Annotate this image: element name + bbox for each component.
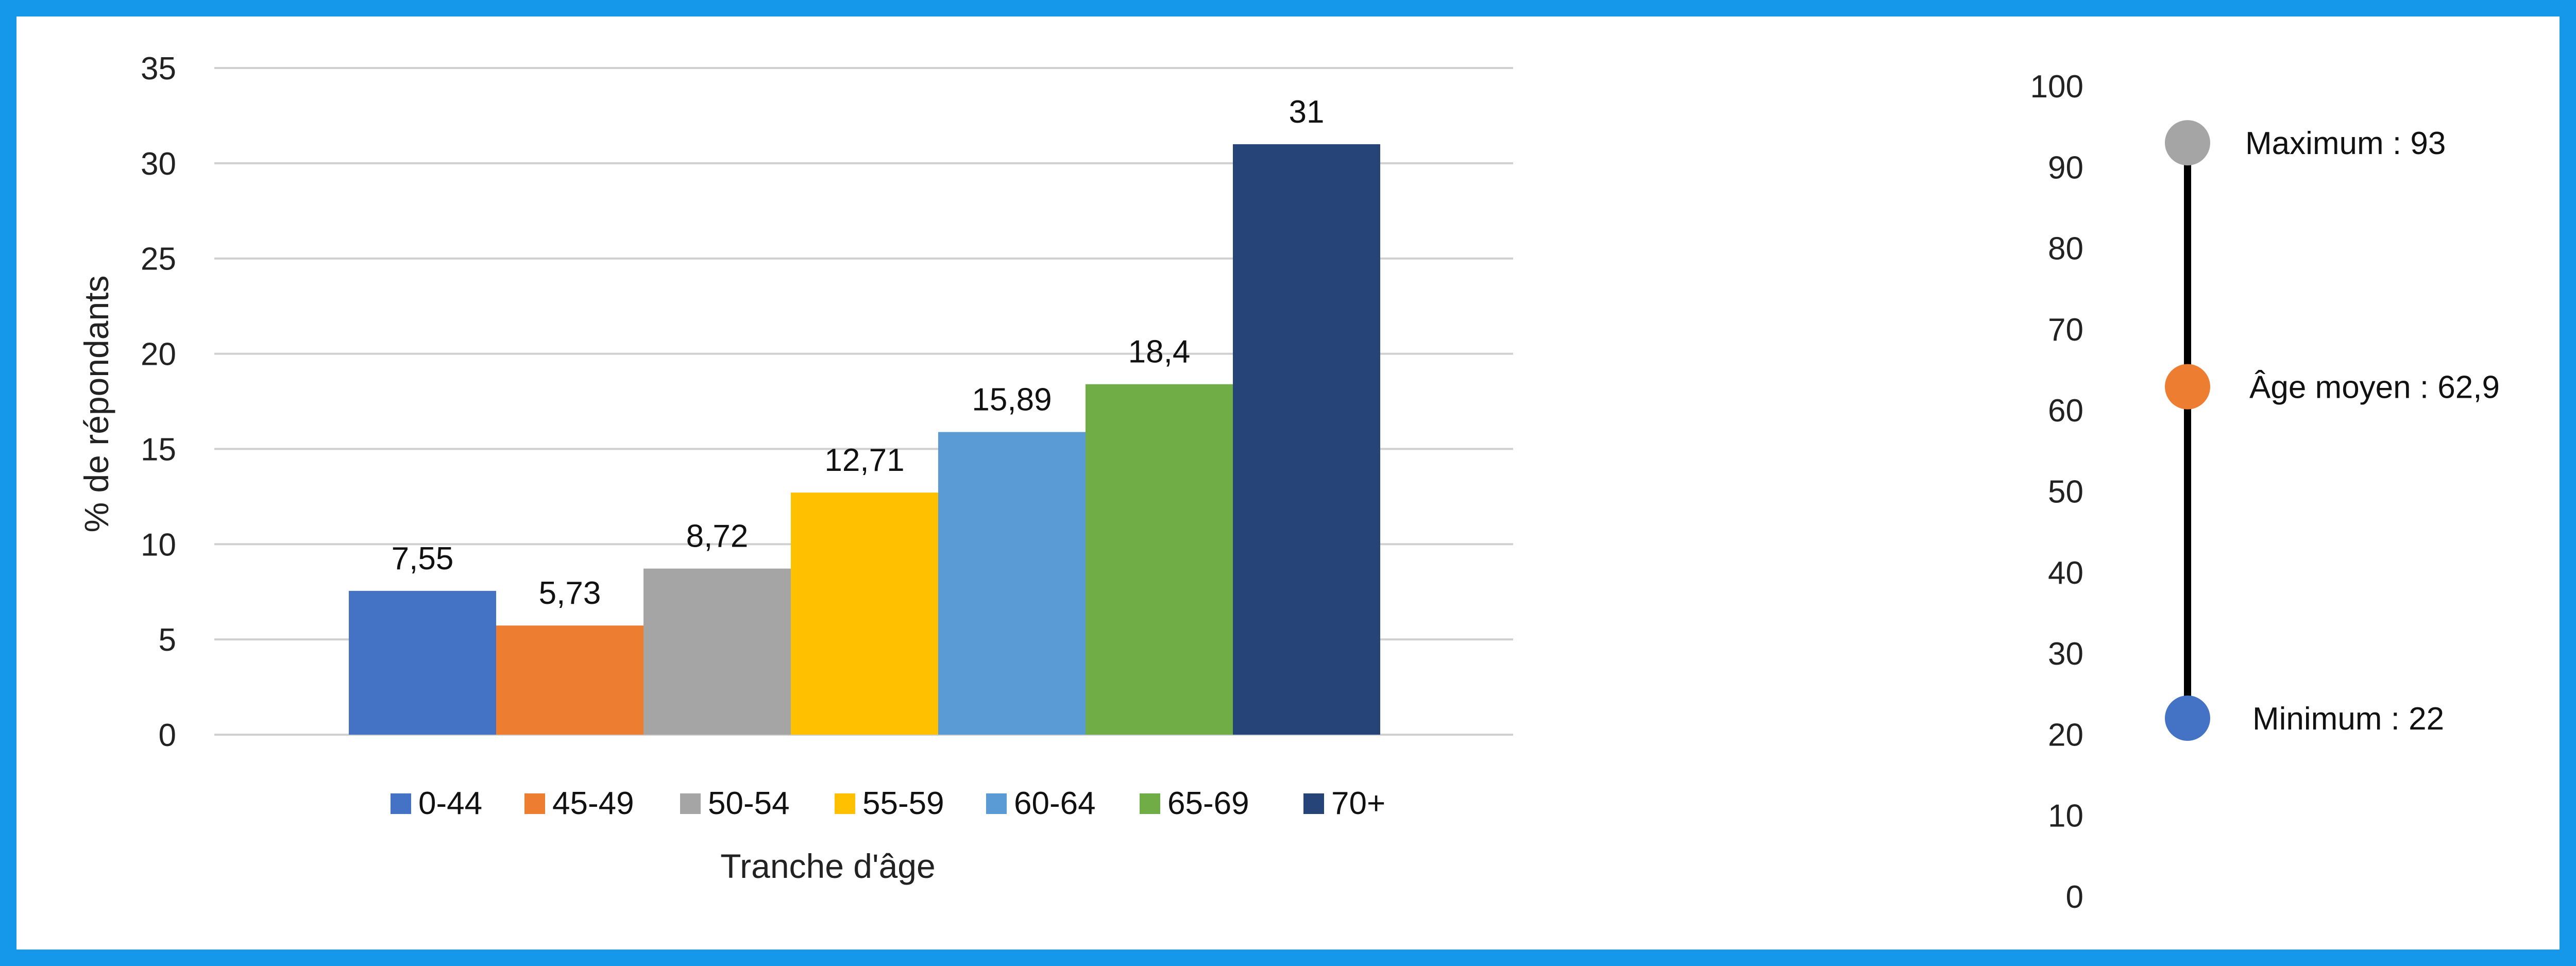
range-y-tick-label: 70 bbox=[2048, 312, 2083, 348]
y-tick-label: 25 bbox=[141, 242, 176, 277]
legend-swatch bbox=[524, 793, 545, 814]
range-point-label: Maximum : 93 bbox=[2245, 126, 2446, 161]
chart-canvas: 0 5 10 15 20 25 30 35 7,55 5,73 8,72 12,71 15,89 18,… bbox=[16, 16, 2560, 950]
range-y-tick-label: 80 bbox=[2048, 231, 2083, 267]
legend-swatch bbox=[391, 793, 411, 814]
legend-swatch bbox=[835, 793, 855, 814]
data-label: 7,55 bbox=[392, 541, 454, 577]
y-tick-label: 0 bbox=[159, 718, 176, 753]
range-point-label: Âge moyen : 62,9 bbox=[2249, 370, 2500, 405]
y-tick-label: 5 bbox=[159, 622, 176, 658]
legend-swatch bbox=[1140, 793, 1160, 814]
bar-65-69 bbox=[1086, 384, 1233, 735]
bar-chart-legend: 0-44 45-49 50-54 55-59 60-64 65-69 70+ bbox=[391, 786, 1385, 821]
range-y-tick-label: 10 bbox=[2048, 799, 2083, 834]
legend-swatch bbox=[680, 793, 701, 814]
data-label: 5,73 bbox=[539, 575, 601, 611]
bar-50-54 bbox=[643, 568, 791, 735]
range-y-tick-label: 60 bbox=[2048, 393, 2083, 429]
bar-70+ bbox=[1233, 144, 1380, 735]
y-tick-label: 30 bbox=[141, 146, 176, 182]
bar-chart-y-ticks: 0 5 10 15 20 25 30 35 bbox=[141, 51, 176, 753]
bar-45-49 bbox=[496, 625, 643, 735]
legend-swatch bbox=[986, 793, 1007, 814]
range-point bbox=[2165, 364, 2210, 410]
legend-label: 0-44 bbox=[418, 786, 482, 821]
data-label: 31 bbox=[1289, 94, 1325, 130]
legend-label: 55-59 bbox=[862, 786, 944, 821]
data-label: 12,71 bbox=[824, 443, 904, 478]
range-y-tick-label: 100 bbox=[2030, 69, 2083, 105]
range-y-tick-label: 90 bbox=[2048, 150, 2083, 185]
legend-label: 50-54 bbox=[708, 786, 790, 821]
data-label: 8,72 bbox=[686, 519, 749, 554]
y-tick-label: 15 bbox=[141, 432, 176, 467]
x-axis-title: Tranche d'âge bbox=[720, 847, 935, 885]
y-tick-label: 10 bbox=[141, 527, 176, 563]
range-y-tick-label: 40 bbox=[2048, 555, 2083, 591]
legend-label: 45-49 bbox=[552, 786, 634, 821]
range-y-tick-label: 0 bbox=[2066, 879, 2083, 915]
range-point bbox=[2165, 695, 2210, 741]
bar-chart-bars bbox=[349, 144, 1380, 735]
data-label: 15,89 bbox=[972, 382, 1052, 418]
age-group-bar-chart: 0 5 10 15 20 25 30 35 7,55 5,73 8,72 12,71 15,89 18,… bbox=[77, 51, 2500, 915]
range-point-label: Minimum : 22 bbox=[2252, 701, 2444, 737]
range-chart-y-ticks: 0 10 20 30 40 50 60 70 80 90 100 bbox=[2030, 69, 2083, 915]
legend-label: 65-69 bbox=[1167, 786, 1249, 821]
range-point bbox=[2165, 120, 2210, 166]
legend-label: 70+ bbox=[1331, 786, 1385, 821]
range-y-tick-label: 30 bbox=[2048, 636, 2083, 672]
bar-0-44 bbox=[349, 590, 496, 735]
range-y-tick-label: 20 bbox=[2048, 717, 2083, 753]
y-axis-title: % de répondants bbox=[77, 275, 115, 532]
bar-60-64 bbox=[938, 432, 1086, 735]
range-chart-marks: Maximum : 93 Âge moyen : 62,9 Minimum : 22 bbox=[2165, 120, 2500, 741]
data-label: 18,4 bbox=[1128, 334, 1191, 370]
y-tick-label: 35 bbox=[141, 51, 176, 87]
bar-chart-data-labels: 7,55 5,73 8,72 12,71 15,89 18,4 31 bbox=[392, 94, 1325, 611]
range-y-tick-label: 50 bbox=[2048, 474, 2083, 510]
legend-swatch bbox=[1303, 793, 1324, 814]
legend-label: 60-64 bbox=[1014, 786, 1096, 821]
y-tick-label: 20 bbox=[141, 337, 176, 372]
bar-55-59 bbox=[791, 493, 938, 735]
